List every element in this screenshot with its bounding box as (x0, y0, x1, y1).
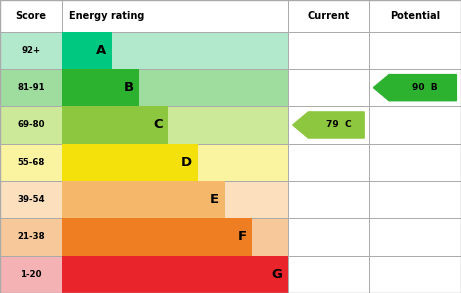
Bar (288, 69, 369, 106)
Text: Score: Score (16, 11, 47, 21)
Bar (62, 32, 112, 69)
Text: B: B (124, 81, 134, 94)
Bar (288, 218, 369, 256)
Bar (288, 0, 369, 32)
Text: 69-80: 69-80 (18, 120, 45, 130)
Polygon shape (373, 75, 456, 101)
Text: D: D (181, 156, 192, 169)
Bar (0, 256, 62, 293)
Bar (288, 106, 369, 144)
Bar (369, 218, 461, 256)
Text: 81-91: 81-91 (18, 83, 45, 92)
Bar (62, 69, 139, 106)
Bar (369, 69, 461, 106)
Bar (369, 256, 461, 293)
Bar (0, 32, 62, 69)
Bar (62, 69, 288, 106)
Bar (288, 181, 369, 218)
Bar (62, 106, 168, 144)
Text: Current: Current (307, 11, 349, 21)
Text: C: C (153, 118, 163, 132)
Bar (369, 181, 461, 218)
Bar (369, 0, 461, 32)
Bar (62, 144, 288, 181)
Bar (0, 0, 62, 32)
Bar (62, 218, 252, 256)
Text: Energy rating: Energy rating (69, 11, 145, 21)
Bar (369, 144, 461, 181)
Bar (62, 181, 225, 218)
Polygon shape (293, 112, 364, 138)
Bar (369, 32, 461, 69)
Text: 92+: 92+ (22, 46, 41, 55)
Text: A: A (96, 44, 106, 57)
Bar (62, 32, 288, 69)
Text: 79  C: 79 C (326, 120, 351, 130)
Bar (0, 181, 62, 218)
Bar (62, 0, 288, 32)
Bar (0, 106, 62, 144)
Bar (62, 256, 288, 293)
Text: 1-20: 1-20 (20, 270, 42, 279)
Bar (62, 256, 288, 293)
Bar (288, 144, 369, 181)
Text: 21-38: 21-38 (18, 232, 45, 241)
Bar (288, 256, 369, 293)
Bar (369, 106, 461, 144)
Bar (288, 32, 369, 69)
Bar (62, 218, 288, 256)
Bar (0, 69, 62, 106)
Bar (62, 106, 288, 144)
Bar (62, 144, 198, 181)
Text: E: E (210, 193, 219, 206)
Text: Potential: Potential (390, 11, 440, 21)
Text: G: G (272, 268, 283, 281)
Text: 39-54: 39-54 (18, 195, 45, 204)
Bar (0, 144, 62, 181)
Bar (62, 181, 288, 218)
Bar (0, 218, 62, 256)
Text: 55-68: 55-68 (18, 158, 45, 167)
Text: F: F (237, 231, 247, 243)
Text: 90  B: 90 B (412, 83, 438, 92)
